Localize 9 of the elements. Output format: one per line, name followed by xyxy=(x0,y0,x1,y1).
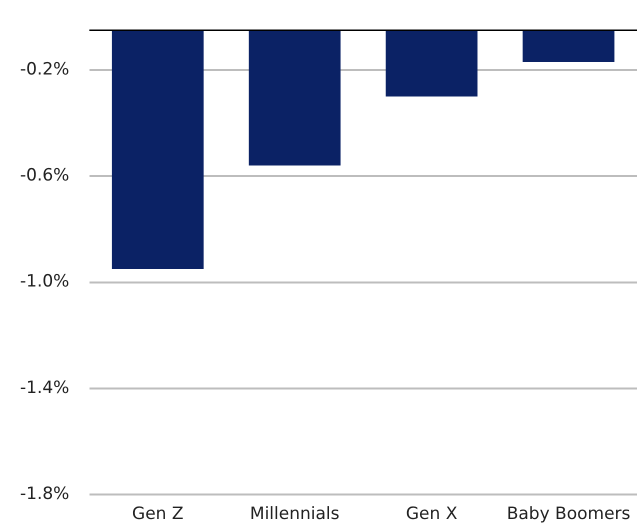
y-tick-label: -0.2% xyxy=(20,59,70,80)
x-tick-label: Gen Z xyxy=(132,504,184,524)
x-tick-label: Millennials xyxy=(250,504,340,524)
y-tick-label: -1.4% xyxy=(20,378,70,398)
y-tick-label: -0.6% xyxy=(20,166,70,186)
x-tick-label: Baby Boomers xyxy=(506,504,631,524)
x-tick-label: Gen X xyxy=(406,504,458,524)
y-tick-label: -1.8% xyxy=(20,484,70,504)
y-tick-label: -1.0% xyxy=(20,272,70,292)
